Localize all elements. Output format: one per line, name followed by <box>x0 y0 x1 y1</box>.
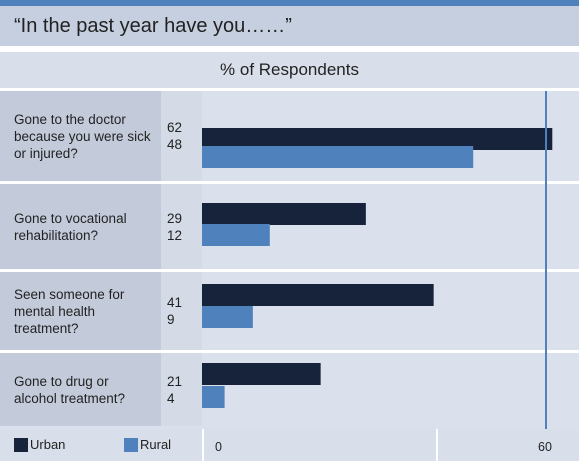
category-label: Seen someone for mental health treatment… <box>0 272 161 350</box>
data-label-rural: 9 <box>167 312 175 327</box>
row-separator <box>202 269 579 272</box>
legend-label-urban: Urban <box>30 437 66 452</box>
legend-swatch-urban <box>14 437 28 452</box>
bar-rural <box>202 306 253 328</box>
category-label: Gone to drug or alcohol treatment? <box>0 353 161 426</box>
row-separator <box>202 350 579 353</box>
data-label-urban: 21 <box>167 373 183 389</box>
legend-item-urban: Urban <box>14 437 65 452</box>
value-labels: 62 48 <box>161 91 202 181</box>
data-label-rural: 4 <box>167 390 175 406</box>
bar-urban <box>202 203 366 225</box>
reference-line-60 <box>545 91 547 429</box>
bar-urban <box>202 128 553 150</box>
data-label-urban: 29 <box>167 210 183 226</box>
x-tick-label-0: 0 <box>215 440 222 454</box>
legend-swatch-rural <box>124 437 138 452</box>
value-labels: 29 12 <box>161 184 202 269</box>
data-label-urban: 41 <box>167 295 183 310</box>
data-label-urban: 62 <box>167 120 183 135</box>
axis-divider <box>202 429 204 461</box>
legend-item-rural: Rural <box>124 437 171 452</box>
bar-rural <box>202 386 225 408</box>
data-label-rural: 12 <box>167 227 183 243</box>
bar-chart <box>202 91 579 429</box>
row-separator <box>0 269 202 272</box>
category-label: Gone to vocational rehabilitation? <box>0 184 161 269</box>
value-labels: 21 4 <box>161 353 202 426</box>
legend-label-rural: Rural <box>140 437 172 452</box>
bar-urban <box>202 363 321 385</box>
row-separator <box>202 181 579 184</box>
column-header: % of Respondents <box>0 52 579 88</box>
top-accent-line <box>0 0 579 6</box>
data-label-rural: 48 <box>167 137 183 152</box>
category-label: Gone to the doctor because you were sick… <box>0 91 161 181</box>
value-labels: 41 9 <box>161 272 202 350</box>
row-separator <box>0 350 202 353</box>
chart-title: “In the past year have you……” <box>0 6 579 46</box>
x-tick-label-60: 60 <box>538 440 552 454</box>
legend: Urban Rural <box>0 429 579 461</box>
bar-rural <box>202 224 270 246</box>
bar-rural <box>202 146 474 168</box>
bar-urban <box>202 284 434 306</box>
axis-divider <box>436 429 438 461</box>
row-separator <box>0 181 202 184</box>
